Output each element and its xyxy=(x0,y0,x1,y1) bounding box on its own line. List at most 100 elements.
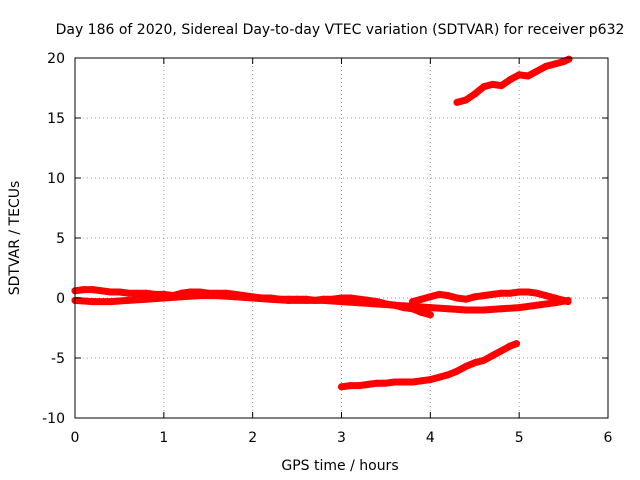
data-point xyxy=(142,289,150,297)
series-track-b xyxy=(71,292,572,314)
data-point xyxy=(364,380,372,388)
data-point xyxy=(133,289,141,297)
data-point xyxy=(302,296,310,304)
tick-labels: 0 1 2 3 4 5 6 -10 -5 0 5 10 15 20 xyxy=(42,51,612,446)
data-point xyxy=(391,301,399,309)
data-point xyxy=(426,293,434,301)
data-point xyxy=(533,301,541,309)
data-point xyxy=(355,382,363,390)
data-point xyxy=(89,298,97,306)
data-point xyxy=(266,295,274,303)
data-point xyxy=(462,362,470,370)
data-point xyxy=(489,352,497,360)
data-point xyxy=(231,293,239,301)
data-point xyxy=(480,292,488,300)
data-point xyxy=(160,294,168,302)
y-tick-label: 0 xyxy=(56,291,65,307)
data-point xyxy=(444,305,452,313)
data-point xyxy=(338,383,345,391)
x-tick-label: 1 xyxy=(159,430,168,446)
data-point xyxy=(453,367,461,375)
data-point xyxy=(426,311,434,319)
y-tick-label: -5 xyxy=(51,351,65,367)
x-tick-label: 4 xyxy=(426,430,435,446)
data-point xyxy=(515,288,523,296)
data-point xyxy=(462,96,470,104)
x-tick-label: 6 xyxy=(604,430,613,446)
y-tick-label: 5 xyxy=(56,231,65,247)
data-point xyxy=(506,76,514,84)
data-point xyxy=(373,300,381,308)
data-point xyxy=(497,347,505,355)
data-point xyxy=(417,308,425,316)
data-point xyxy=(346,382,354,390)
data-point xyxy=(489,80,497,88)
data-point xyxy=(480,306,488,314)
data-point xyxy=(373,379,381,387)
data-point xyxy=(515,71,523,79)
y-tick-label: -10 xyxy=(42,411,65,427)
data-point xyxy=(400,378,408,386)
data-point xyxy=(142,295,150,303)
data-point xyxy=(533,289,541,297)
data-point xyxy=(497,305,505,313)
data-point xyxy=(453,98,461,106)
data-point xyxy=(409,298,417,306)
data-point xyxy=(115,288,123,296)
y-tick-label: 20 xyxy=(47,51,65,67)
data-point xyxy=(195,292,203,300)
series-track-c xyxy=(409,288,572,306)
data-point xyxy=(462,306,470,314)
data-point xyxy=(444,292,452,300)
data-point xyxy=(480,83,488,91)
data-point xyxy=(98,287,106,295)
data-point xyxy=(391,378,399,386)
y-axis-title: SDTVAR / TECUs xyxy=(7,181,23,296)
data-point xyxy=(480,356,488,364)
data-point xyxy=(471,359,479,367)
y-tick-label: 15 xyxy=(47,111,65,127)
x-tick-label: 0 xyxy=(71,430,80,446)
data-point xyxy=(417,295,425,303)
data-point xyxy=(435,373,443,381)
data-point xyxy=(435,290,443,298)
data-point xyxy=(524,288,532,296)
data-point xyxy=(551,294,559,302)
data-point xyxy=(107,288,115,296)
data-point xyxy=(382,379,390,387)
chart-title: Day 186 of 2020, Sidereal Day-to-day VTE… xyxy=(56,22,625,38)
data-point xyxy=(489,290,497,298)
series-layer xyxy=(71,55,573,391)
data-point xyxy=(542,62,550,70)
data-point xyxy=(506,289,514,297)
x-tick-label: 5 xyxy=(515,430,524,446)
ticks xyxy=(74,57,609,419)
data-point xyxy=(471,90,479,98)
data-point xyxy=(426,304,434,312)
data-point xyxy=(533,67,541,75)
data-point xyxy=(107,298,115,306)
data-point xyxy=(284,296,292,304)
data-point xyxy=(338,298,345,306)
data-point xyxy=(444,371,452,379)
data-point xyxy=(320,296,328,304)
data-point xyxy=(213,292,221,300)
data-point xyxy=(124,296,132,304)
data-point xyxy=(497,289,505,297)
data-point xyxy=(565,55,573,63)
data-point xyxy=(515,304,523,312)
data-point xyxy=(524,72,532,80)
data-point xyxy=(453,294,461,302)
data-point xyxy=(89,286,97,294)
series-track-e xyxy=(453,55,573,106)
data-point xyxy=(355,299,363,307)
data-point xyxy=(462,295,470,303)
data-point xyxy=(409,378,417,386)
data-point xyxy=(506,342,514,350)
data-point xyxy=(178,293,186,301)
series-track-d xyxy=(338,340,521,391)
x-tick-label: 2 xyxy=(248,430,257,446)
data-point xyxy=(542,292,550,300)
